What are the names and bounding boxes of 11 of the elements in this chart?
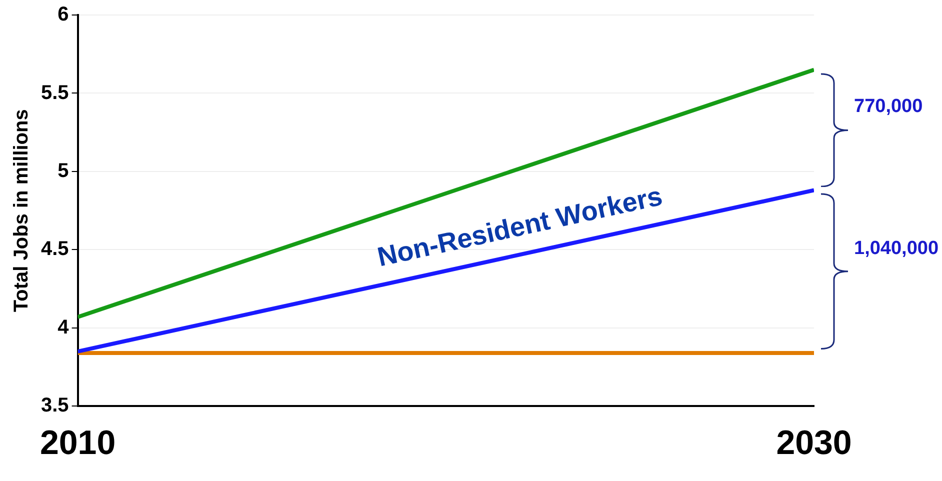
y-tick-label: 5 [58, 160, 69, 182]
y-tick-label: 5.5 [40, 82, 69, 104]
y-tick-label: 4 [58, 316, 70, 338]
text: 770,000 [854, 96, 923, 118]
text: 1,040,000 [854, 238, 939, 260]
x-tick-label: 2030 [776, 424, 852, 462]
y-tick-label: 4.5 [40, 238, 69, 260]
y-tick-label: 6 [58, 4, 69, 26]
y-tick-label: 3.5 [40, 394, 69, 417]
x-tick-label: 2010 [40, 424, 116, 462]
y-axis-title: Total Jobs in millions [10, 109, 33, 312]
